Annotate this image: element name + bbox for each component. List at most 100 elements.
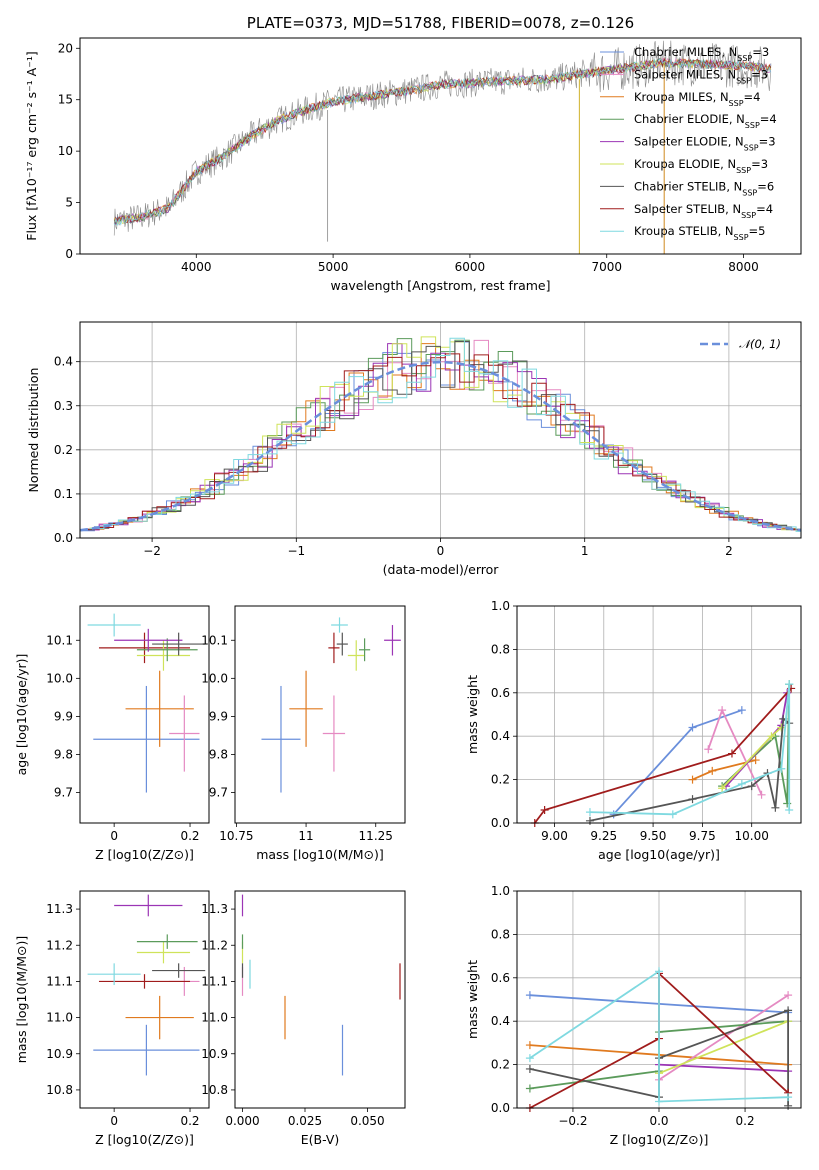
figure-title: PLATE=0373, MJD=51788, FIBERID=0078, z=0… [247,14,634,32]
mass-weight-marker [718,706,727,715]
x-tick-label: 0.2 [180,829,199,843]
mass-weight-marker [688,775,697,784]
x-tick-label: 11.25 [359,829,393,843]
mass-weight-line [612,709,743,815]
legend-label: Salpeter ELODIE, NSSP=3 [634,135,776,153]
y-tick-label: 0.1 [54,487,73,501]
legend-subscript: SSP [745,121,760,130]
y-tick-label: 1.0 [491,599,510,613]
mass-weight-marker [688,723,697,732]
mass-weight-marker [718,784,727,793]
mass-weight-marker [784,1006,793,1015]
mass-weight-line [658,1020,789,1075]
mass-weight-marker [777,723,786,732]
age-vs-mass-axes: 10.75 11 11.25 9.7 9.8 9.9 10.0 10.1 mass [log10… [201,633,393,862]
y-tick-label: 15 [58,93,73,107]
massweight-vs-Z-xlabel: Z [log10(Z/Z⊙)] [610,1132,709,1147]
x-tick-label: 2 [725,544,733,558]
x-tick-label: 5000 [318,260,349,274]
age-vs-Z-ylabel: age [log10(age/yr)] [14,654,29,776]
y-tick-label: 9.9 [209,709,228,723]
y-tick-label: 0.6 [491,686,510,700]
spectrum-axes: 4000 5000 6000 7000 8000 0 5 10 15 20 wavelength [… [24,41,759,293]
residual-histogram [84,353,801,531]
legend-subscript: SSP [742,188,757,197]
x-tick-label: −1 [287,544,305,558]
legend-label: 𝒩(0, 1) [739,337,781,351]
mass-vs-EBV-frame [234,890,406,1109]
x-tick-label: 10.00 [735,829,769,843]
mass-weight-marker [540,805,549,814]
mass-weight-marker [727,749,736,758]
mass-weight-marker [751,756,760,765]
x-tick-label: 7000 [591,260,622,274]
y-tick-label: 0.4 [491,1014,510,1028]
mass-vs-Z-frame [79,890,210,1109]
y-tick-label: 0.8 [491,642,510,656]
residual-histogram [80,341,801,532]
y-tick-label: 0.0 [491,1101,510,1115]
mass-weight-marker [777,764,786,773]
y-tick-label: 1.0 [491,884,510,898]
mass-weight-line [658,1063,789,1072]
mass-weight-marker [525,1084,534,1093]
residual-histogram [89,337,801,532]
legend-label: Salpeter STELIB, NSSP=4 [634,202,773,220]
x-tick-label: 9.00 [541,829,568,843]
y-tick-label: 10.9 [46,1047,73,1061]
y-tick-label: 11.2 [201,938,228,952]
y-tick-label: 0.0 [54,531,73,545]
mass-weight-marker [525,1054,534,1063]
residuals-xlabel: (data-model)/error [383,562,500,577]
y-tick-label: 10.9 [201,1047,228,1061]
y-tick-label: 0.6 [491,971,510,985]
mass-vs-EBV-axes: 0.000 0.025 0.050 10.8 10.9 11.0 11.1 11.2 11.3 E… [201,902,384,1147]
normal-curve [79,360,802,532]
y-tick-label: 20 [58,41,73,55]
age-vs-Z-xlabel: Z [log10(Z/Z⊙)] [95,847,194,862]
y-tick-label: 11.1 [201,974,228,988]
legend-label: Chabrier STELIB, NSSP=6 [634,179,774,197]
legend-label: Salpeter MILES, NSSP=3 [634,67,768,85]
x-tick-label: 0.050 [350,1114,384,1128]
mass-weight-marker [784,991,793,1000]
mass-vs-Z-axes: 0 0.2 10.8 10.9 11.0 11.1 11.2 11.3 Z [log10(Z/Z… [14,902,200,1147]
legend-subscript: SSP [737,54,752,63]
mass-weight-marker [785,805,794,814]
legend-label: Chabrier MILES, NSSP=3 [634,45,769,63]
y-tick-label: 10.1 [201,633,228,647]
y-tick-label: 9.7 [54,786,73,800]
x-tick-label: −2 [143,544,161,558]
legend-subscript: SSP [729,98,744,107]
y-tick-label: 0.2 [54,443,73,457]
residuals-frame [79,321,802,539]
legend-subscript: SSP [736,76,751,85]
y-tick-label: 10 [58,144,73,158]
y-tick-label: 5 [65,196,73,210]
mass-weight-marker [525,1041,534,1050]
mass-weight-marker [668,810,677,819]
x-tick-label: 0 [110,829,118,843]
age-vs-mass-frame [234,605,406,824]
mass-weight-line [589,684,791,816]
residual-histogram [89,343,801,532]
legend-label: Kroupa MILES, NSSP=4 [634,90,760,108]
y-tick-label: 10.8 [201,1083,228,1097]
x-tick-label: −0.2 [558,1114,587,1128]
x-tick-label: 1 [581,544,589,558]
model-fit-line [113,56,772,225]
massweight-vs-age-ylabel: mass weight [465,675,480,754]
y-tick-label: 0.8 [491,927,510,941]
residuals-ylabel: Normed distribution [26,368,41,493]
y-tick-label: 10.8 [46,1083,73,1097]
y-tick-label: 10.1 [46,633,73,647]
massweight-vs-age-frame [516,605,802,824]
legend-label: Kroupa ELODIE, NSSP=3 [634,157,768,175]
mass-weight-marker [767,732,776,741]
mass-weight-marker [757,790,766,799]
massweight-vs-Z-frame [516,890,802,1109]
mass-weight-line [707,707,763,796]
mass-weight-marker [655,1097,663,1106]
y-tick-label: 0.4 [491,729,510,743]
